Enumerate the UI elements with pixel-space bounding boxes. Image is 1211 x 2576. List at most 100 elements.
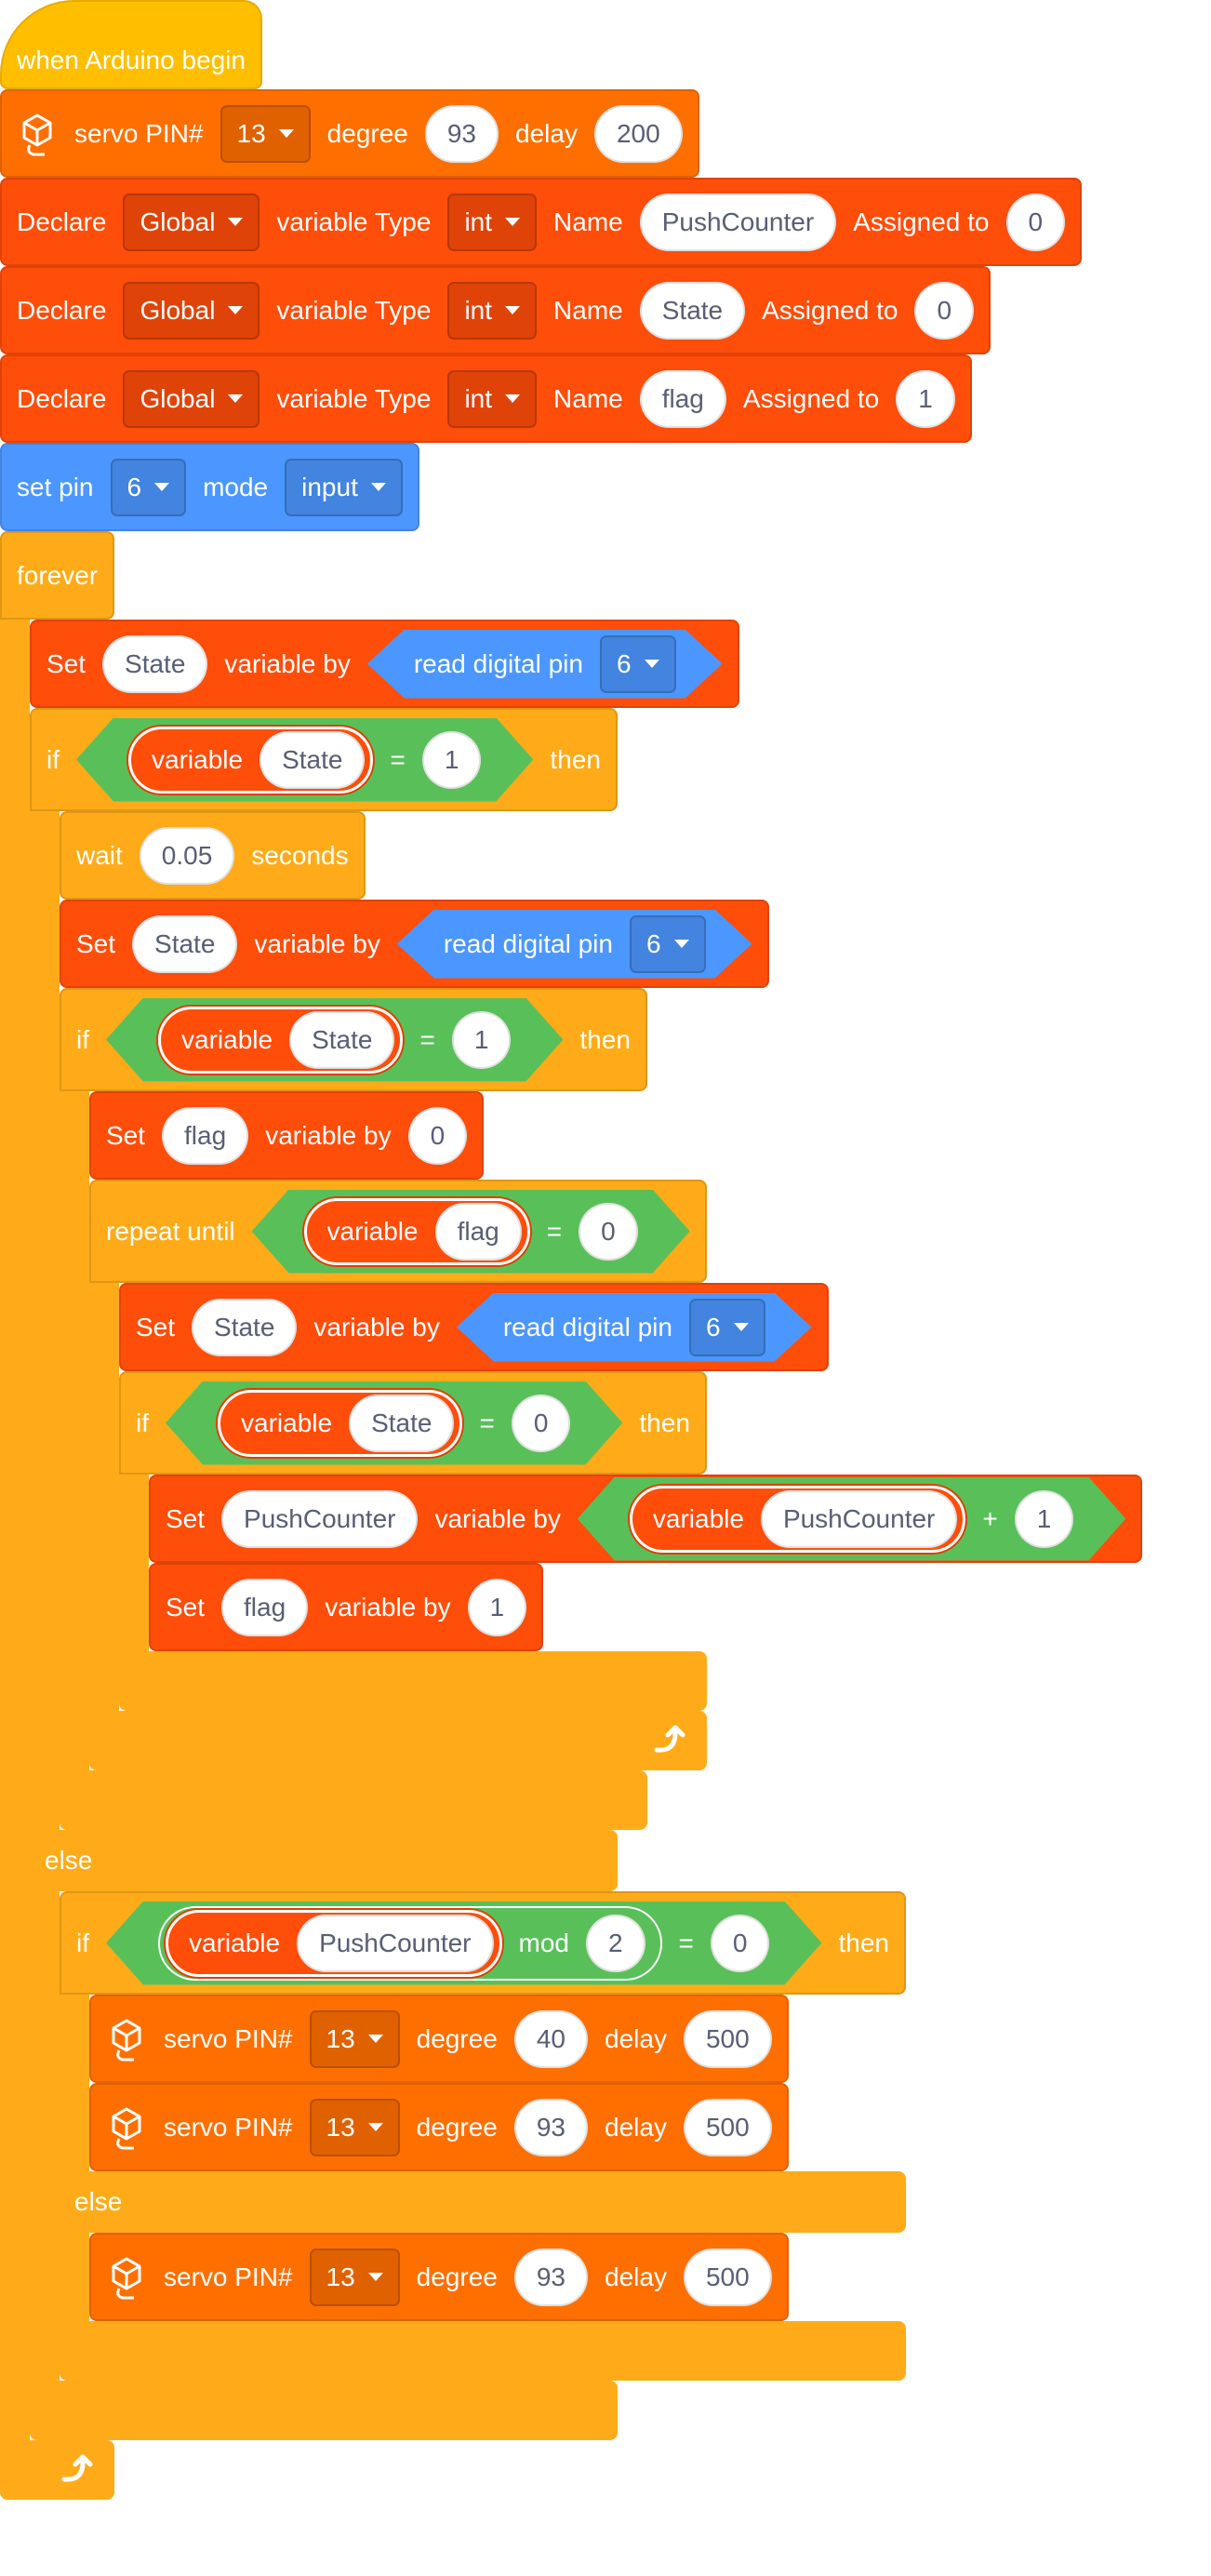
script: when Arduino begin servo PIN# 13 degree 93 de… (0, 0, 1142, 2500)
input-field: 93 (424, 104, 499, 163)
else-row: else (60, 2171, 906, 2233)
if-head: if variable State = 1 then (30, 708, 618, 811)
dropdown: 6 (600, 635, 676, 693)
dropdown: int (447, 193, 538, 251)
else-body: servo PIN# 13 degree 93 delay 500 (60, 2233, 789, 2321)
label: Name (553, 295, 623, 325)
label: servo PIN# (164, 2262, 293, 2291)
label: = (479, 1408, 495, 1437)
input-field: 200 (593, 104, 683, 163)
icon-shape (22, 113, 52, 155)
input-field: 500 (683, 2098, 772, 2156)
variable-reporter: variable flag (304, 1198, 530, 1265)
dropdown: int (447, 369, 538, 428)
input-field: 1 (452, 1011, 512, 1069)
label: Declare (17, 207, 107, 236)
label: Set (47, 648, 86, 678)
label: variable Type (276, 295, 432, 325)
servo-block: servo PIN# 13 degree 93 delay 500 (89, 2083, 789, 2171)
label: then (838, 1928, 889, 1957)
label: delay (605, 2112, 667, 2142)
input-field: PushCounter (761, 1490, 957, 1548)
label: degree (326, 118, 408, 148)
arrow-shape (654, 1725, 685, 1753)
dropdown: 13 (309, 2098, 400, 2156)
label: = (546, 1216, 563, 1246)
operator-reporter: variable State = 0 (166, 1381, 622, 1465)
label: degree (416, 2262, 498, 2291)
pin-reporter: read digital pin 6 (457, 1293, 812, 1362)
operator-reporter: variable PushCounter mod 2 (158, 1906, 662, 1981)
if-block: if variable State = 0 then Set PushCounter varia… (119, 1371, 1143, 1711)
servo-icon (112, 2019, 141, 2061)
label: Set (166, 1592, 206, 1622)
label: read digital pin (502, 1312, 672, 1341)
servo-block: servo PIN# 13 degree 40 delay 500 (89, 1995, 789, 2083)
label: else (45, 1846, 93, 1875)
operator-reporter: variable PushCounter mod 2 = 0 (106, 1902, 821, 1985)
label: + (982, 1503, 998, 1533)
operator-reporter: variable State = 1 (106, 998, 563, 1082)
input-field: 1 (896, 369, 955, 428)
label: = (678, 1928, 694, 1957)
input-field: 500 (683, 2248, 772, 2306)
variable-reporter: variable State (218, 1390, 462, 1457)
dropdown: 6 (110, 458, 187, 516)
label: variable (152, 744, 244, 774)
label: if (76, 1928, 89, 1957)
script-area: when Arduino begin servo PIN# 13 degree 93 de… (0, 0, 1142, 2500)
label: servo PIN# (74, 118, 204, 148)
input-field: PushCounter (221, 1489, 419, 1548)
input-field: flag (435, 1203, 522, 1261)
input-field: 93 (513, 2098, 588, 2156)
if-head: if variable State = 1 then (60, 988, 647, 1091)
label: delay (605, 2023, 667, 2053)
variable-reporter: variable State (158, 1007, 403, 1074)
label: if (136, 1408, 149, 1437)
operator-reporter: variable State = 1 (76, 718, 533, 802)
label: forever (17, 560, 99, 590)
dropdown: 6 (689, 1299, 765, 1356)
servo-block: servo PIN# 13 degree 93 delay 200 (0, 89, 699, 178)
repeat_until-head: repeat until variable flag = 0 (89, 1180, 707, 1283)
if-body: Set flag variable by 0 repeat until variable f… (60, 1091, 1143, 1770)
if-bottom (60, 2321, 906, 2381)
dropdown: input (285, 458, 403, 516)
input-field: 0 (512, 1395, 571, 1452)
dropdown: Global (123, 281, 260, 340)
if-body: Set PushCounter variable by variable PushCou… (119, 1475, 1143, 1651)
if-body: wait 0.05 seconds Set State variable by read d… (30, 811, 1143, 1830)
input-field: 1 (422, 731, 482, 789)
input-field: State (639, 281, 746, 340)
label: variable Type (276, 383, 432, 413)
operator-reporter: variable PushCounter +1 (578, 1477, 1125, 1561)
set-block: Set flag variable by 1 (149, 1563, 544, 1651)
label: variable (241, 1408, 333, 1437)
label: Assigned to (742, 383, 880, 413)
forever-bottom (0, 2440, 114, 2500)
servo-icon (22, 113, 52, 155)
label: Name (553, 207, 623, 236)
servo-icon (112, 2107, 141, 2149)
label: then (550, 744, 601, 774)
repeat_until-bottom (89, 1711, 707, 1770)
variable-reporter: variable State (128, 727, 373, 794)
icon-shape (112, 2019, 141, 2061)
servo-block: servo PIN# 13 degree 93 delay 500 (89, 2233, 789, 2321)
hat-block: when Arduino begin (0, 0, 262, 89)
set-block: Set State variable by read digital pin 6 (119, 1283, 829, 1371)
label: = (390, 744, 406, 774)
label: variable by (224, 648, 351, 678)
input-field: 0 (407, 1106, 468, 1165)
if-head: if variable State = 0 then (119, 1371, 707, 1475)
if-body: servo PIN# 13 degree 40 delay 500 servo PIN# 13… (60, 1995, 789, 2171)
set-block: Set flag variable by 0 (89, 1091, 485, 1180)
if-block: if variable State = 1 then Set flag variable by 0… (60, 988, 1143, 1830)
declare-block: Declare Global variable Type int Name flag Ass… (0, 354, 972, 443)
label: servo PIN# (164, 2023, 293, 2053)
arrow-shape (61, 2454, 93, 2482)
label: Name (553, 383, 623, 413)
input-field: State (289, 1011, 394, 1069)
input-field: 1 (467, 1578, 527, 1636)
loop-arrow (61, 2454, 93, 2482)
